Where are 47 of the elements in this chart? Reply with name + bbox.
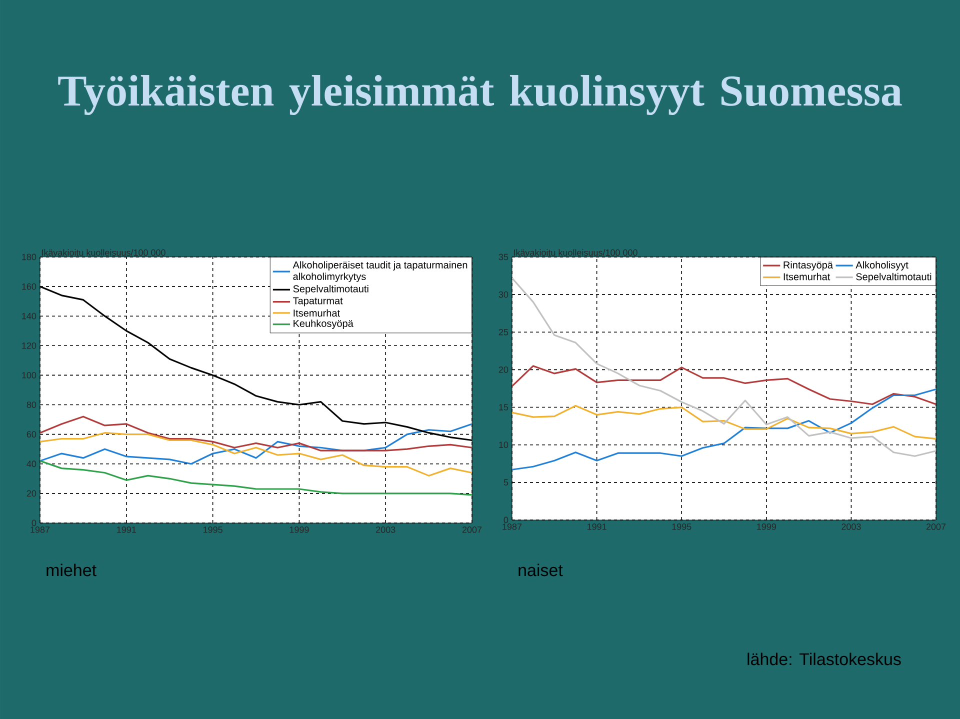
- y-tick-label: 0: [504, 516, 508, 524]
- legend-label: Alkoholisyyt: [856, 261, 908, 271]
- y-tick-label: 60: [26, 431, 36, 438]
- legend-label: Tapaturmat: [293, 297, 343, 306]
- legend-label: Sepelvaltimotauti: [293, 285, 368, 294]
- y-tick-label: 10: [499, 442, 508, 448]
- legend-label: Keuhkosyöpä: [294, 320, 354, 329]
- y-tick-label: 25: [498, 328, 508, 336]
- y-tick-label: 5: [504, 479, 508, 486]
- legend-label: Itsemurhat: [294, 309, 340, 317]
- y-tick-label: 100: [22, 372, 36, 378]
- y-axis-title: Ikävakioitu kuolleisuus/100 000: [514, 249, 638, 256]
- y-tick-label: 35: [498, 254, 508, 260]
- y-tick-label: 140: [22, 312, 36, 320]
- y-tick-label: 120: [22, 342, 36, 349]
- x-tick-label: 1995: [203, 526, 222, 533]
- x-tick-label: 1987: [30, 526, 50, 533]
- y-tick-label: 180: [22, 254, 36, 260]
- x-tick-label: 2003: [376, 526, 396, 533]
- legend-label: Alkoholiperäiset taudit ja tapaturmainen alkoholimyrkytys: [292, 261, 468, 282]
- x-tick-label: 1999: [757, 524, 776, 530]
- y-tick-label: 20: [498, 366, 508, 373]
- x-tick-label: 1991: [587, 524, 606, 530]
- x-tick-label: 1995: [672, 524, 692, 530]
- legend-label: Rintasyöpä: [784, 261, 833, 271]
- x-tick-label: 2007: [462, 526, 482, 533]
- y-tick-label: 160: [22, 283, 36, 290]
- line-series: [40, 432, 472, 476]
- text: naiset: [518, 564, 563, 576]
- y-axis-title: Ikävakioitu kuolleisuus/100 000: [42, 249, 166, 256]
- x-tick-label: 2007: [926, 524, 946, 530]
- y-tick-label: 15: [499, 404, 508, 410]
- line-series: [512, 404, 936, 440]
- y-tick-label: 20: [26, 490, 36, 497]
- x-tick-label: 1999: [290, 526, 309, 533]
- chart-title: Työikäisten yleisimmät kuolinsyyt Suomessa: [58, 74, 902, 115]
- x-tick-label: 2003: [842, 524, 861, 530]
- y-tick-label: 80: [26, 402, 36, 408]
- x-tick-label: 1991: [117, 526, 136, 533]
- y-tick-label: 40: [26, 460, 36, 468]
- y-tick-label: 30: [498, 291, 508, 298]
- y-tick-label: 0: [32, 520, 36, 526]
- x-tick-label: 1987: [502, 524, 522, 530]
- legend-label: Sepelvaltimotauti: [856, 272, 932, 282]
- text: lähde: Tilastokeskus: [748, 652, 901, 666]
- legend-label: Itsemurhat: [784, 272, 830, 280]
- text: miehet: [46, 564, 96, 576]
